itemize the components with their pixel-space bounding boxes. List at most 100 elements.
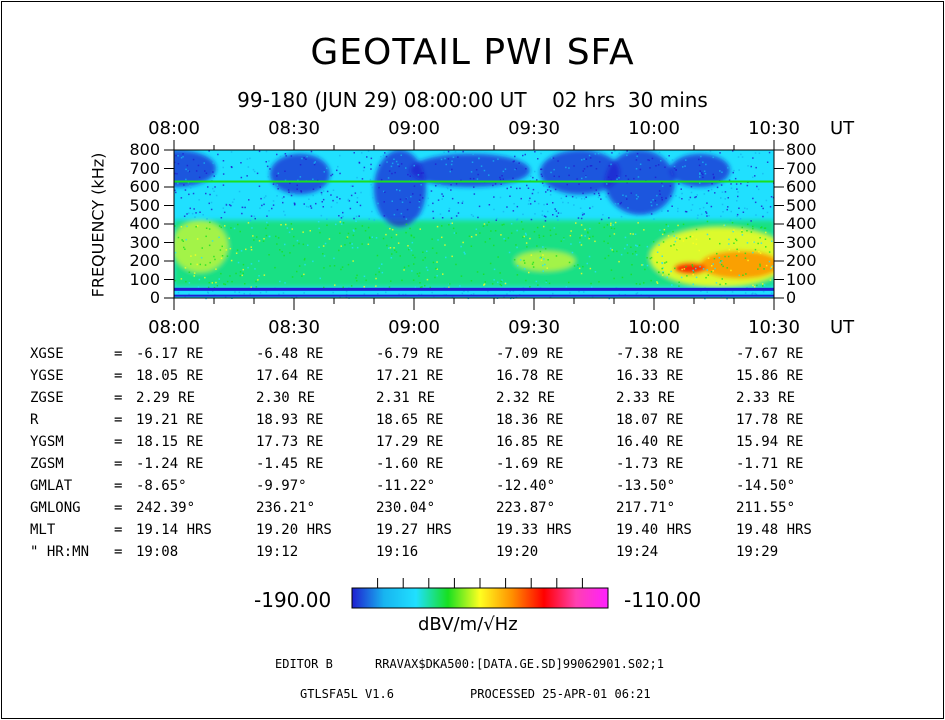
orbit-value: -12.40° [496, 478, 556, 494]
y-tick-left-0: 800 [129, 140, 160, 159]
orbit-value: 223.87° [496, 500, 556, 516]
page-title: GEOTAIL PWI SFA [310, 32, 635, 73]
bottom-time-tick-0: 08:00 [148, 317, 200, 338]
orbit-value: 17.21 RE [376, 368, 444, 384]
orbit-param-label: " HR:MN [30, 544, 90, 560]
y-tick-left-8: 0 [149, 288, 160, 307]
orbit-value: 236.21° [256, 500, 316, 516]
y-tick-right-2: 600 [786, 177, 817, 196]
orbit-equals: = [114, 368, 123, 384]
y-tick-right-4: 400 [786, 214, 817, 233]
orbit-value: 19.33 HRS [496, 522, 572, 538]
orbit-value: 2.32 RE [496, 390, 556, 406]
top-axis-unit: UT [830, 118, 855, 139]
orbit-row: R = 19.21 RE 18.93 RE 18.65 RE 18.36 RE 18.07 … [30, 409, 856, 431]
y-tick-left-6: 200 [129, 251, 160, 270]
y-tick-right-7: 100 [786, 269, 817, 289]
orbit-param-label: ZGSM [30, 456, 64, 472]
orbit-param-label: YGSM [30, 434, 64, 450]
y-tick-left-1: 700 [129, 158, 160, 178]
orbit-equals: = [114, 412, 123, 428]
orbit-param-label: R [30, 412, 39, 428]
orbit-value: 17.64 RE [256, 368, 324, 384]
orbit-value: 217.71° [616, 500, 676, 516]
orbit-value: -1.73 RE [616, 456, 684, 472]
colorbar-unit: dBV/m/√Hz [418, 614, 518, 635]
orbit-value: 15.86 RE [736, 368, 804, 384]
y-tick-right-1: 700 [786, 158, 817, 178]
orbit-row: GMLAT = -8.65° -9.97° -11.22° -12.40° -13.50° -… [30, 475, 856, 497]
orbit-value: 2.33 RE [736, 390, 796, 406]
orbit-equals: = [114, 456, 123, 472]
y-tick-left-5: 300 [129, 232, 160, 252]
orbit-value: 19.48 HRS [736, 522, 812, 538]
orbit-value: 19:24 [616, 544, 659, 560]
y-tick-left-7: 100 [129, 269, 160, 289]
orbit-equals: = [114, 390, 123, 406]
orbit-equals: = [114, 346, 123, 362]
orbit-value: 16.85 RE [496, 434, 564, 450]
bottom-time-tick-5: 10:30 [748, 317, 800, 338]
orbit-value: 16.40 RE [616, 434, 684, 450]
orbit-row: GMLONG = 242.39° 236.21° 230.04° 223.87° 217.7… [30, 497, 856, 519]
orbit-equals: = [114, 434, 123, 450]
bottom-time-tick-2: 09:00 [388, 317, 440, 338]
orbit-value: -13.50° [616, 478, 676, 494]
orbit-row: XGSE = -6.17 RE -6.48 RE -6.79 RE -7.09 RE -7.… [30, 343, 856, 365]
top-time-tick-2: 09:00 [388, 118, 440, 139]
orbit-value: -11.22° [376, 478, 436, 494]
top-time-tick-3: 09:30 [508, 118, 560, 139]
data-path: RRAVAX$DKA500:[DATA.GE.SD]99062901.S02;1 [375, 657, 664, 671]
orbit-value: 18.36 RE [496, 412, 564, 428]
orbit-param-label: MLT [30, 522, 56, 538]
orbit-value: 2.33 RE [616, 390, 676, 406]
orbit-value: 19:16 [376, 544, 419, 560]
orbit-value: 211.55° [736, 500, 796, 516]
orbit-value: 2.30 RE [256, 390, 316, 406]
y-tick-left-2: 600 [129, 177, 160, 196]
orbit-value: -1.45 RE [256, 456, 324, 472]
orbit-value: -7.38 RE [616, 346, 684, 362]
processed-date: PROCESSED 25-APR-01 06:21 [470, 687, 651, 701]
orbit-value: 19:20 [496, 544, 539, 560]
orbit-value: -1.71 RE [736, 456, 804, 472]
orbit-value: 19:12 [256, 544, 299, 560]
orbit-value: -6.79 RE [376, 346, 444, 362]
program-version: GTLSFA5L V1.6 [300, 687, 394, 701]
orbit-row: YGSE = 18.05 RE 17.64 RE 17.21 RE 16.78 RE 16.… [30, 365, 856, 387]
orbit-value: -7.67 RE [736, 346, 804, 362]
orbit-equals: = [114, 478, 123, 494]
orbit-value: -14.50° [736, 478, 796, 494]
orbit-value: -7.09 RE [496, 346, 564, 362]
editor-label: EDITOR B [275, 657, 333, 671]
orbit-row: ZGSE = 2.29 RE 2.30 RE 2.31 RE 2.32 RE 2.33 RE… [30, 387, 856, 409]
orbit-value: 18.05 RE [136, 368, 204, 384]
time-range-subtitle: 99-180 (JUN 29) 08:00:00 UT 02 hrs 30 mi… [237, 88, 708, 112]
orbit-value: -1.60 RE [376, 456, 444, 472]
colorbar-max-label: -110.00 [624, 588, 702, 612]
orbit-param-label: XGSE [30, 346, 64, 362]
orbit-value: 18.65 RE [376, 412, 444, 428]
orbit-value: -8.65° [136, 478, 187, 494]
orbit-param-label: GMLONG [30, 500, 81, 516]
y-tick-left-3: 500 [129, 195, 160, 215]
orbit-row: ZGSM = -1.24 RE -1.45 RE -1.60 RE -1.69 RE -1.… [30, 453, 856, 475]
orbit-value: -6.17 RE [136, 346, 204, 362]
orbit-value: 17.29 RE [376, 434, 444, 450]
top-time-tick-5: 10:30 [748, 118, 800, 139]
orbit-row: YGSM = 18.15 RE 17.73 RE 17.29 RE 16.85 RE 16.… [30, 431, 856, 453]
orbit-value: 18.07 RE [616, 412, 684, 428]
y-tick-right-6: 200 [786, 251, 817, 270]
orbit-value: 16.78 RE [496, 368, 564, 384]
orbit-row: " HR:MN = 19:08 19:12 19:16 19:20 19:24 19:29 [30, 541, 856, 563]
orbit-equals: = [114, 500, 123, 516]
orbit-value: 19.40 HRS [616, 522, 692, 538]
orbit-value: 18.93 RE [256, 412, 324, 428]
orbit-value: 19.21 RE [136, 412, 204, 428]
orbit-value: 19.27 HRS [376, 522, 452, 538]
orbit-value: 230.04° [376, 500, 436, 516]
orbit-param-label: YGSE [30, 368, 64, 384]
orbit-value: 242.39° [136, 500, 196, 516]
y-tick-left-4: 400 [129, 214, 160, 233]
top-time-tick-1: 08:30 [268, 118, 320, 139]
